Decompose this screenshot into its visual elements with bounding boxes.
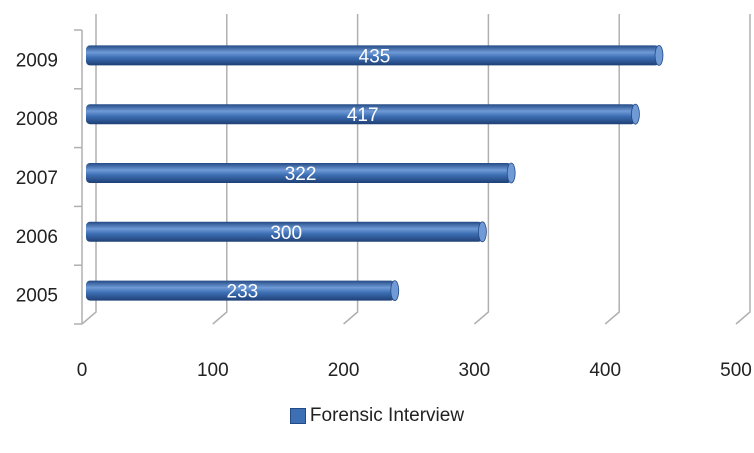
bar-end-cap [390,280,400,302]
bar-data-label: 322 [285,164,317,185]
bar-end-cap [506,162,516,184]
y-category-label: 2007 [16,168,58,189]
bar [86,104,636,125]
bar [86,163,512,183]
bars [86,45,664,302]
y-category-label: 2006 [16,227,58,248]
bar-data-label: 300 [270,223,302,244]
x-tick-label: 0 [77,360,88,381]
y-category-label: 2005 [16,286,58,307]
axes [74,29,83,325]
x-tick-label: 200 [328,360,360,381]
legend-swatch [289,408,306,424]
y-category-label: 2009 [16,50,58,71]
bar [86,280,395,301]
bar-end-cap [477,221,487,243]
y-category-label: 2008 [16,109,58,130]
legend-label: Forensic Interview [309,405,465,426]
x-tick-label: 300 [459,360,491,381]
labels: 0 100 200 300 400 500 2005 233 2006 300 2007 322 200… [16,46,752,381]
bar [86,221,483,242]
bar-data-label: 233 [227,282,259,303]
bar-chart: 0 100 200 300 400 500 2005 233 2006 300 2007 322 200… [16,14,752,381]
bar [86,45,659,66]
x-tick-label: 100 [197,360,229,381]
bar-end-cap [654,45,664,66]
bar-end-cap [631,103,640,125]
x-tick-label: 500 [720,360,752,381]
bar-data-label: 435 [359,46,391,67]
bar-data-label: 417 [347,105,379,126]
gridline [735,14,751,325]
x-tick-label: 400 [589,360,621,381]
legend: Forensic Interview [0,405,754,429]
